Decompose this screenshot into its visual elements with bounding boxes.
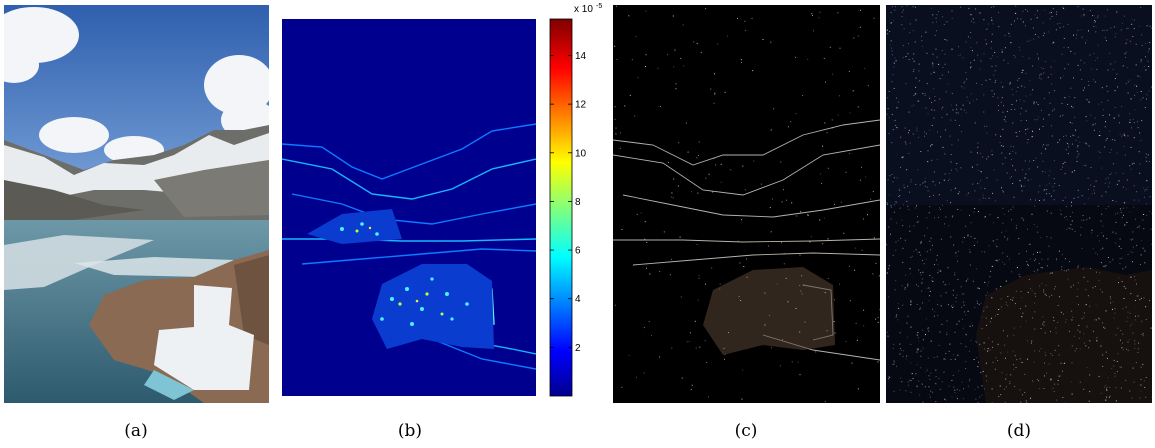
- colorbar-tick-label: 2: [575, 343, 581, 354]
- heatmap-dense-region: [307, 209, 494, 349]
- edge-map-icon: [613, 5, 880, 403]
- caption-d: (d): [1006, 421, 1032, 441]
- colorbar-exponent-label: x 10: [574, 4, 593, 15]
- panel-c-edge-map: [613, 5, 880, 403]
- colorbar-gradient: [549, 18, 573, 397]
- caption-a: (a): [124, 421, 148, 441]
- noise-map-icon: [886, 5, 1152, 403]
- noise-speckles: [886, 5, 1152, 403]
- panel-a-landscape-image: [4, 5, 269, 403]
- colorbar-tick-label: 4: [575, 294, 581, 305]
- colorbar-exponent-power: -5: [596, 3, 602, 10]
- panel-b-heatmap: [282, 19, 536, 396]
- caption-b: (b): [397, 421, 423, 441]
- colorbar-tick-label: 6: [575, 246, 581, 257]
- caption-c: (c): [734, 421, 758, 441]
- colorbar-tick-label: 8: [575, 197, 581, 208]
- colorbar-svg: x 10 -5 14 12 10 8 6 4 2: [549, 3, 602, 397]
- landscape-photo-icon: [4, 5, 269, 403]
- heatmap-icon: [282, 19, 536, 396]
- colorbar-tick-label: 10: [575, 148, 587, 159]
- colorbar-tick-label: 12: [575, 100, 587, 111]
- panel-d-noise-map: [886, 5, 1152, 403]
- colorbar: x 10 -5 14 12 10 8 6 4 2: [545, 0, 605, 404]
- colorbar-tick-label: 14: [575, 51, 587, 62]
- edge-speckles: [614, 5, 880, 403]
- edge-rock-region: [703, 267, 835, 355]
